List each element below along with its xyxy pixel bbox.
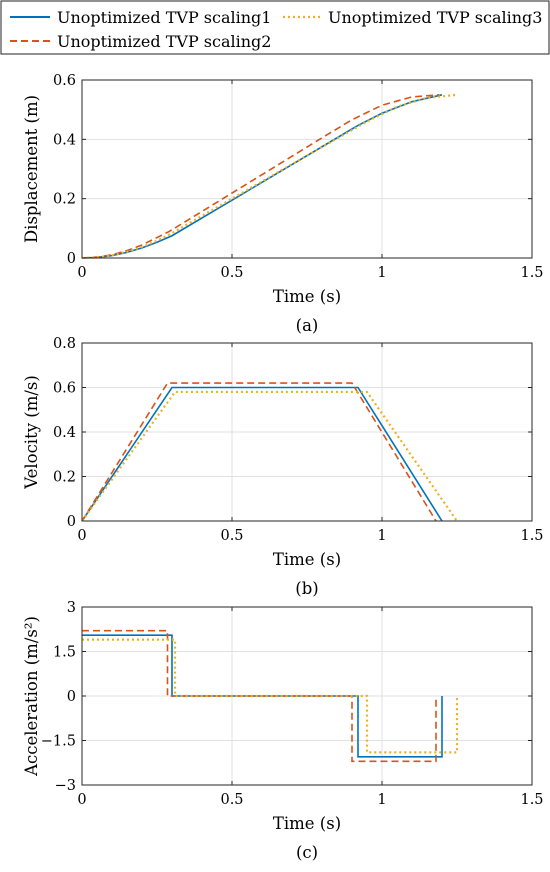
y-tick-label: −1.5 xyxy=(41,734,76,750)
panel-velocity: Velocity (m/s) Time (s) (b) 0 0.5 1 1.5 0 0.2… xyxy=(22,336,544,598)
legend-entry-1: Unoptimized TVP scaling1 xyxy=(10,8,271,27)
x-tick-label: 1 xyxy=(377,265,386,281)
x-tick-label: 1 xyxy=(377,528,386,544)
y-tick-label: 1.5 xyxy=(53,645,76,661)
plot-area xyxy=(82,80,532,258)
acceleration-xlabel: Time (s) xyxy=(273,814,341,833)
panel-label-a: (a) xyxy=(296,316,319,335)
axes-box xyxy=(81,79,533,259)
x-tick-label: 0.5 xyxy=(220,528,243,544)
panel-0-series xyxy=(81,93,458,260)
legend-entry-3: Unoptimized TVP scaling3 xyxy=(283,8,542,27)
series-line-3 xyxy=(82,638,459,754)
series-line-2 xyxy=(81,382,437,522)
x-tick-label: 1.5 xyxy=(520,528,543,544)
acceleration-ylabel: Acceleration (m/s²) xyxy=(22,616,41,777)
legend-label-2: Unoptimized TVP scaling2 xyxy=(57,32,271,51)
legend-label-1: Unoptimized TVP scaling1 xyxy=(57,8,271,27)
y-tick-label: 0.6 xyxy=(53,381,76,397)
series-line-2 xyxy=(81,94,440,259)
legend-entry-2: Unoptimized TVP scaling2 xyxy=(10,32,271,51)
legend-label-3: Unoptimized TVP scaling3 xyxy=(328,8,542,27)
panel-label-b: (b) xyxy=(295,579,318,598)
x-tick-label: 0 xyxy=(77,265,86,281)
y-tick-label: 0.4 xyxy=(53,425,76,441)
x-tick-label: 1.5 xyxy=(520,792,543,808)
velocity-xlabel: Time (s) xyxy=(273,550,341,569)
x-tick-label: 0 xyxy=(77,792,86,808)
y-tick-label: 0.2 xyxy=(53,470,76,486)
x-tick-label: 0 xyxy=(77,528,86,544)
x-tick-label: 0.5 xyxy=(220,265,243,281)
svg-text:Velocity (m/s): Velocity (m/s) xyxy=(22,375,41,490)
x-tick-label: 0.5 xyxy=(220,792,243,808)
x-tick-label: 1.5 xyxy=(520,265,543,281)
y-tick-label: 0 xyxy=(67,251,76,267)
series-line-1 xyxy=(82,634,443,758)
svg-text:Displacement (m): Displacement (m) xyxy=(22,95,41,243)
y-tick-label: 0 xyxy=(67,689,76,705)
panel-2-frame: 0 0.5 1 1.5 −3 −1.5 0 1.5 3 xyxy=(41,600,544,808)
panel-1-series xyxy=(81,382,458,522)
panel-acceleration: Acceleration (m/s²) Time (s) (c) 0 0.5 1 1.… xyxy=(22,600,544,862)
y-tick-label: 0.6 xyxy=(53,73,76,89)
panel-1-frame: 0 0.5 1 1.5 0 0.2 0.4 0.6 0.8 xyxy=(53,336,544,544)
y-tick-label: 0.4 xyxy=(53,132,76,148)
series-line-3 xyxy=(81,93,458,260)
panel-0-axes xyxy=(81,79,533,259)
displacement-xlabel: Time (s) xyxy=(273,287,341,306)
series-line-3 xyxy=(81,390,458,522)
y-tick-label: 0 xyxy=(67,514,76,530)
x-tick-label: 1 xyxy=(377,792,386,808)
y-tick-label: 0.8 xyxy=(53,336,76,352)
velocity-ylabel: Velocity (m/s) xyxy=(22,375,41,490)
panel-0-frame: 0 0.5 1 1.5 0 0.2 0.4 0.6 xyxy=(53,73,544,281)
series-line-1 xyxy=(81,386,443,522)
svg-text:Acceleration (m/s²): Acceleration (m/s²) xyxy=(22,616,41,777)
panel-displacement: Displacement (m) Time (s) (a) 0 0.5 1 1.500… xyxy=(22,73,544,335)
series-line-1 xyxy=(81,94,443,259)
panel-1-axes xyxy=(81,342,533,522)
y-tick-label: 0.2 xyxy=(53,192,76,208)
displacement-ylabel: Displacement (m) xyxy=(22,95,41,243)
panel-label-c: (c) xyxy=(296,843,318,862)
legend: Unoptimized TVP scaling1 Unoptimized TVP… xyxy=(0,0,550,55)
legend-box xyxy=(0,0,550,55)
y-tick-label: 3 xyxy=(67,600,76,616)
panel-2-series xyxy=(82,629,459,763)
y-tick-label: −3 xyxy=(55,778,76,794)
